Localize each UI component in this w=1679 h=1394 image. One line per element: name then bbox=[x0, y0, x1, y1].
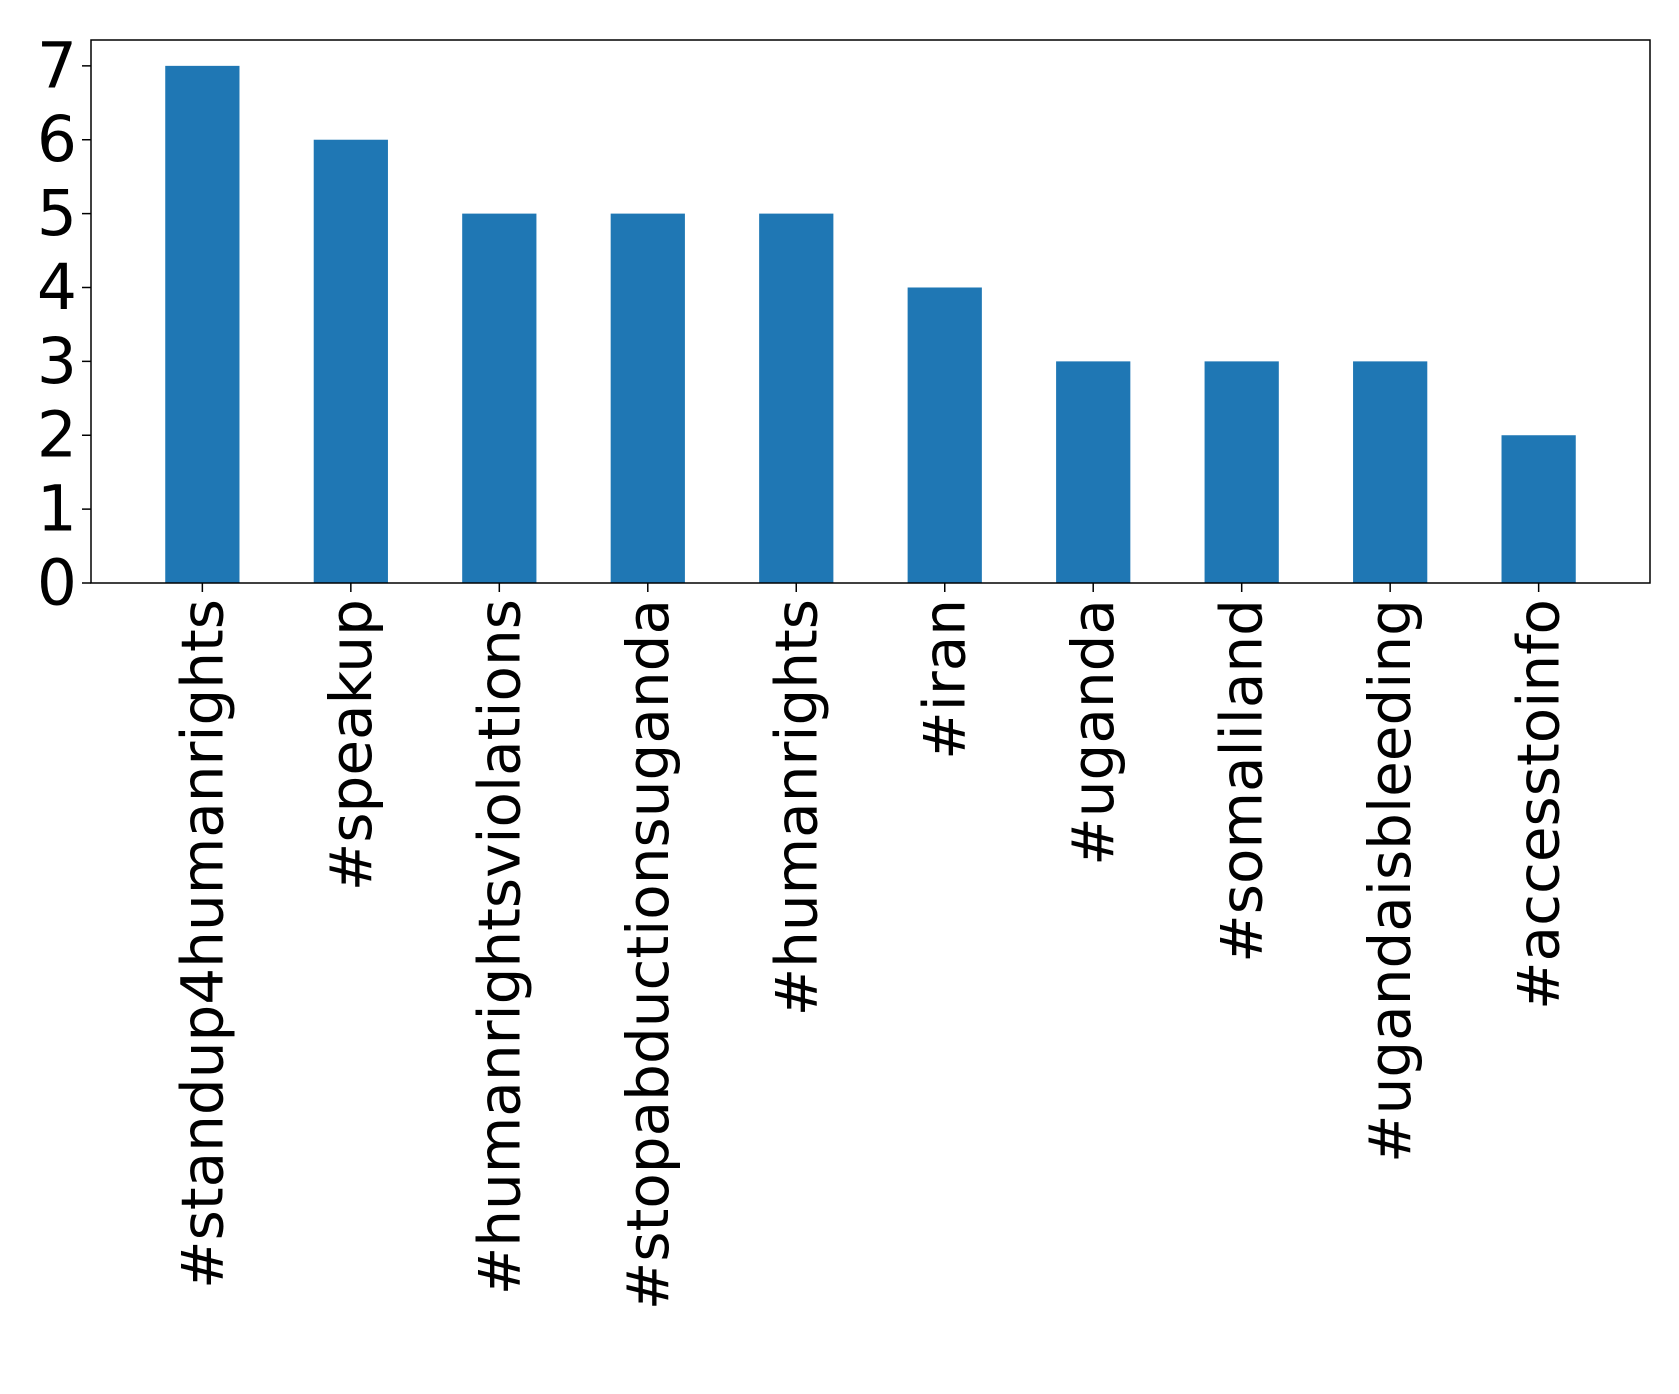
bar bbox=[610, 213, 685, 584]
x-tick-label: #iran bbox=[911, 599, 979, 760]
x-tick-label: #humanrights bbox=[762, 599, 830, 1016]
bar bbox=[1501, 435, 1576, 583]
x-tick-label: #somaliland bbox=[1208, 599, 1276, 963]
x-tick-label: #stopabductionsuganda bbox=[614, 599, 682, 1310]
bar bbox=[759, 213, 834, 584]
bar bbox=[1056, 361, 1131, 583]
bar bbox=[1204, 361, 1279, 583]
bars-group bbox=[165, 65, 1576, 584]
y-tick-label: 5 bbox=[37, 177, 77, 250]
y-tick-label: 6 bbox=[37, 103, 77, 176]
bar bbox=[165, 65, 240, 584]
bar bbox=[313, 139, 388, 584]
x-tick-label: #ugandaisbleeding bbox=[1356, 599, 1424, 1163]
x-tick-label: #standup4humanrights bbox=[168, 599, 236, 1289]
y-tick-label: 4 bbox=[37, 251, 77, 324]
y-tick-label: 0 bbox=[37, 547, 77, 620]
y-tick-label: 1 bbox=[37, 473, 77, 546]
x-tick-label: #humanrightsviolations bbox=[465, 599, 533, 1295]
x-tick-label: #accesstoinfo bbox=[1505, 599, 1573, 1010]
y-tick-label: 7 bbox=[37, 29, 77, 102]
bar bbox=[907, 287, 982, 583]
y-tick-label: 2 bbox=[37, 399, 77, 472]
x-tick-label: #uganda bbox=[1059, 599, 1127, 866]
y-tick-label: 3 bbox=[37, 325, 77, 398]
bar bbox=[1353, 361, 1428, 583]
x-axis: #standup4humanrights #speakup #humanrights… bbox=[168, 583, 1573, 1310]
plot-frame bbox=[90, 39, 1651, 584]
bar bbox=[462, 213, 537, 584]
x-tick-label: #speakup bbox=[317, 599, 385, 891]
